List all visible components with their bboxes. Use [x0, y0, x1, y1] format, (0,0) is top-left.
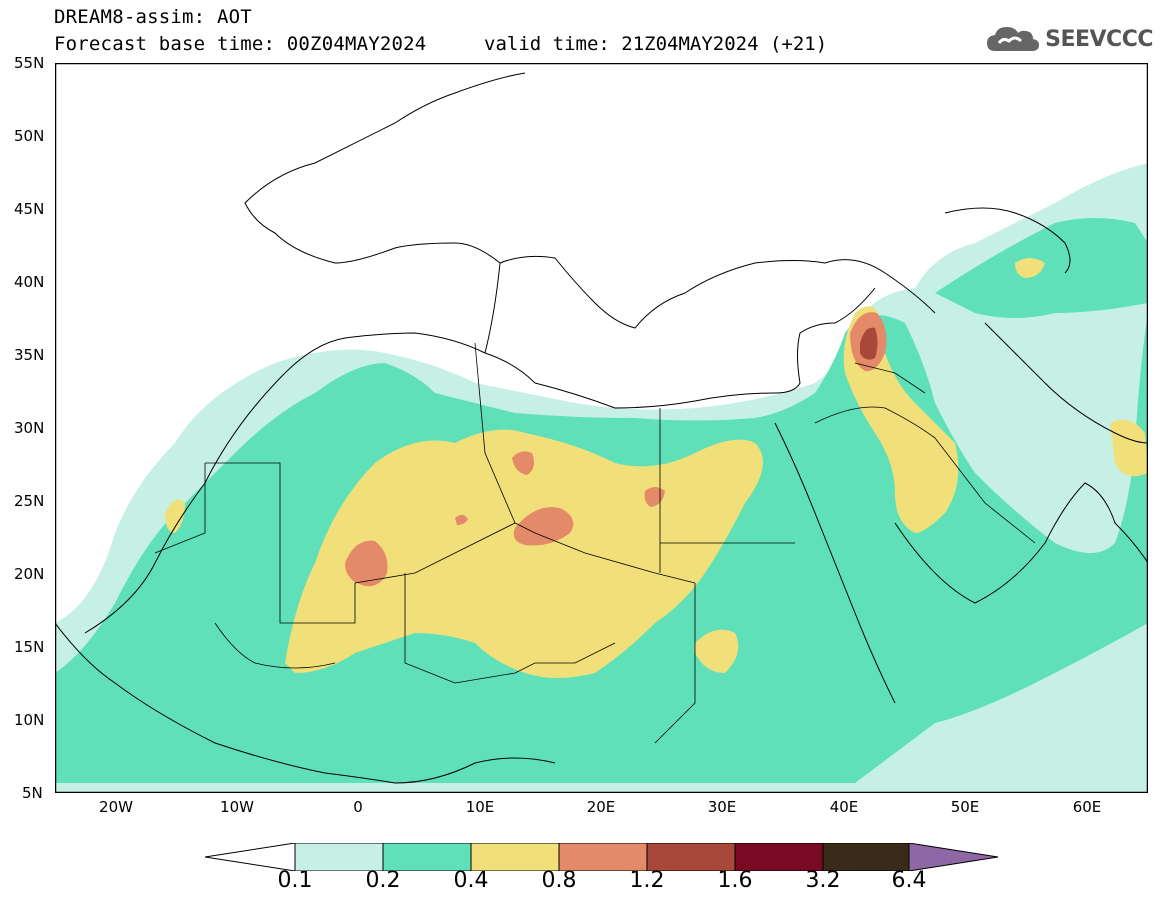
lat-label-55N: 55N — [14, 54, 45, 72]
map-title: DREAM8-assim: AOT — [54, 6, 252, 28]
aot-map — [55, 63, 1148, 793]
lat-label-50N: 50N — [14, 127, 45, 145]
aot-level-0.4-region — [165, 258, 1148, 678]
lon-label-20E: 20E — [586, 798, 616, 816]
valid-time: valid time: 21Z04MAY2024 (+21) — [484, 33, 828, 55]
colorbar-bin-1.2-1.6 — [646, 843, 736, 871]
logo-text: SEEVCCC — [1045, 26, 1153, 52]
colorbar-label-0.1: 0.1 — [277, 868, 313, 893]
logo: SEEVCCC — [985, 22, 1153, 56]
colorbar-bin-0.4-0.8 — [470, 843, 560, 871]
colorbar-bin-1.6-3.2 — [734, 843, 824, 871]
colorbar-bin-0.1-0.2 — [294, 843, 384, 871]
lat-label-30N: 30N — [14, 419, 45, 437]
lat-label-25N: 25N — [14, 492, 45, 510]
lon-label-0: 0 — [353, 798, 363, 816]
lat-label-15N: 15N — [14, 638, 45, 656]
lat-label-10N: 10N — [14, 711, 45, 729]
lon-label-20W: 20W — [99, 798, 133, 816]
colorbar-label-6.4: 6.4 — [891, 868, 927, 893]
lat-label-40N: 40N — [14, 273, 45, 291]
lon-label-10E: 10E — [465, 798, 495, 816]
aot-level-1.2-region — [860, 327, 878, 360]
lat-label-20N: 20N — [14, 565, 45, 583]
colorbar-label-1.2: 1.2 — [629, 868, 665, 893]
colorbar-label-3.2: 3.2 — [805, 868, 841, 893]
cloud-icon — [987, 27, 1040, 51]
lon-label-10W: 10W — [220, 798, 254, 816]
colorbar-label-0.2: 0.2 — [365, 868, 401, 893]
colorbar-over-triangle — [908, 843, 999, 871]
lon-label-40E: 40E — [829, 798, 859, 816]
country-borders — [154, 342, 1036, 744]
colorbar-bin-0.2-0.4 — [382, 843, 472, 871]
lat-label-35N: 35N — [14, 346, 45, 364]
lat-label-5N: 5N — [22, 784, 43, 802]
colorbar-label-0.8: 0.8 — [541, 868, 577, 893]
colorbar-label-0.4: 0.4 — [453, 868, 489, 893]
colorbar-bin-3.2-6.4 — [822, 843, 910, 871]
lon-label-60E: 60E — [1072, 798, 1102, 816]
forecast-base-time: Forecast base time: 00Z04MAY2024 — [54, 33, 427, 55]
colorbar — [205, 843, 999, 871]
lat-label-45N: 45N — [14, 200, 45, 218]
lon-label-30E: 30E — [707, 798, 737, 816]
map-frame — [55, 63, 1148, 793]
colorbar-under-triangle — [205, 843, 296, 871]
colorbar-bin-0.8-1.2 — [558, 843, 648, 871]
colorbar-label-1.6: 1.6 — [717, 868, 753, 893]
lon-label-50E: 50E — [950, 798, 980, 816]
